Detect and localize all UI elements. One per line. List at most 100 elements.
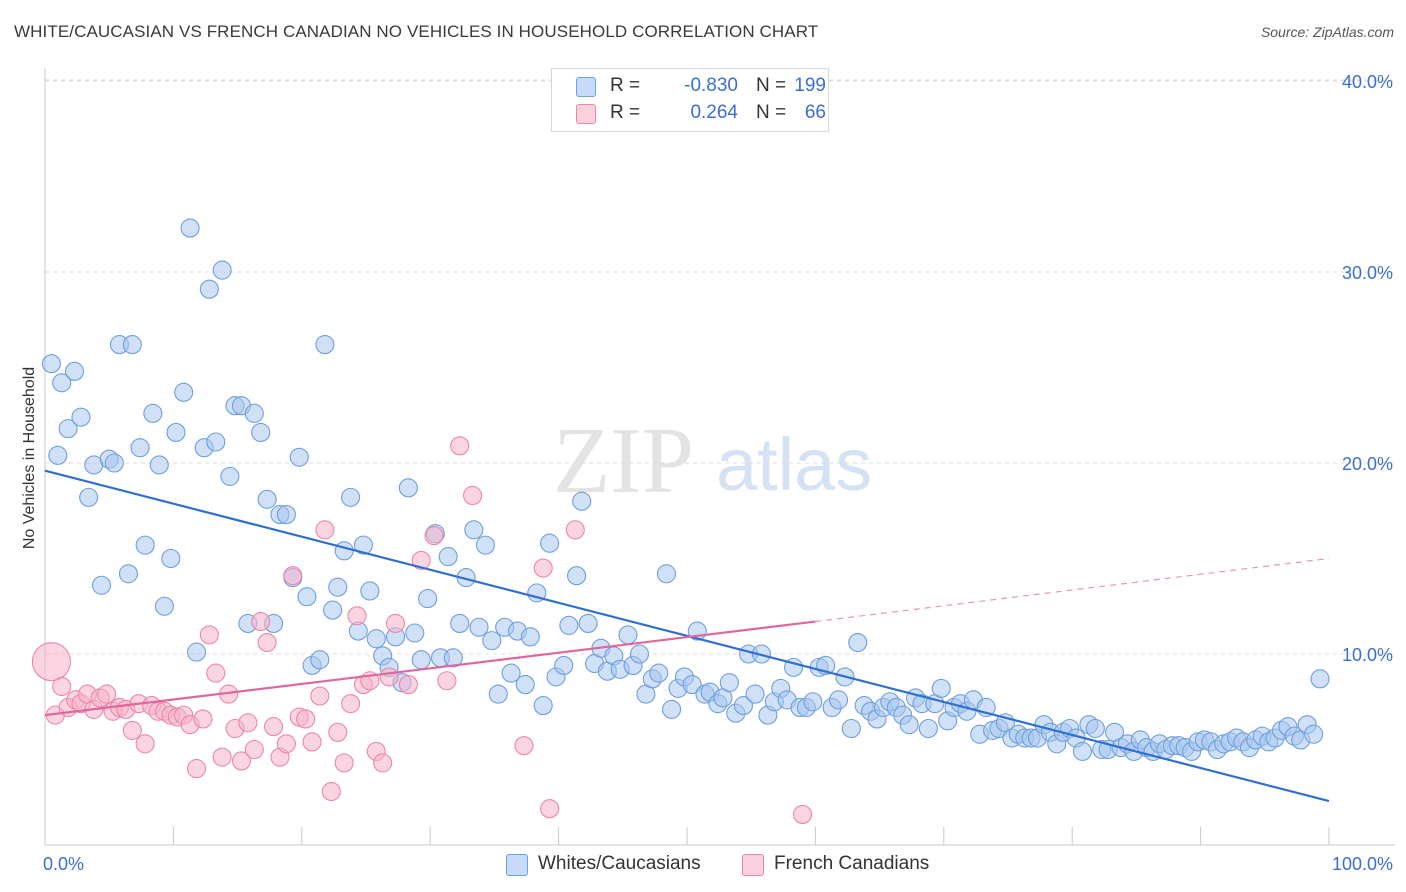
data-point [353,535,373,555]
data-point [180,218,200,238]
data-point [328,577,348,597]
data-point [276,505,296,525]
data-point [649,663,669,683]
data-point [315,335,335,355]
data-point [418,589,438,609]
data-point [289,447,309,467]
data-point [733,696,754,716]
data-point [238,713,258,733]
data-point [848,632,868,653]
series-swatch-french [742,854,764,876]
legend-r-label: R = [610,102,641,123]
y-tick-label: 40.0% [1342,72,1393,92]
data-point [135,734,155,754]
data-point [475,535,495,555]
data-point [745,684,765,704]
data-point [122,335,142,355]
data-point [97,684,117,704]
data-point [328,722,348,742]
data-point [662,699,682,719]
data-point [122,720,142,740]
data-point [567,566,587,586]
data-point [501,663,521,683]
data-point [469,617,489,637]
data-point [411,650,431,670]
trend-line-french-extension [815,557,1330,623]
data-point [572,491,592,511]
series-label-whites: Whites/Caucasians [538,853,701,874]
data-point [52,373,72,393]
y-tick-label: 30.0% [1342,263,1393,283]
data-point [360,581,380,601]
data-point [515,675,535,695]
data-point [347,606,367,626]
y-tick-label: 10.0% [1342,645,1393,665]
data-point [841,718,861,739]
data-point [161,548,181,569]
data-point [186,759,207,779]
data-point [405,623,425,643]
data-point [793,804,813,824]
data-point [341,487,361,507]
data-point [212,747,232,767]
data-point [1072,741,1093,761]
data-point [450,613,470,633]
data-point [379,667,399,687]
source-credit: Source: ZipAtlas.com [1260,24,1394,40]
data-point [918,718,938,739]
data-point [297,587,317,607]
data-point [385,613,406,633]
data-point [206,432,226,452]
data-point [31,642,71,682]
data-point [206,663,226,683]
legend-r-value-whites: -0.830 [684,75,738,96]
data-point [193,709,213,729]
data-point [310,650,330,670]
data-point [565,520,585,540]
data-point [618,625,638,645]
data-point [1304,724,1324,744]
legend-r-value-french: 0.264 [690,102,738,123]
watermark-atlas: atlas [716,423,872,506]
data-point [58,419,78,439]
data-point [450,436,470,456]
data-point [398,478,418,498]
trend-lines [44,469,1330,803]
series-label-french: French Canadians [774,853,930,874]
data-point [143,403,163,423]
series-french-points [31,436,813,824]
data-point [437,671,457,691]
tick-labels: 10.0% 20.0% 30.0% 40.0% 0.0% 100.0% [43,72,1393,874]
data-point [366,629,386,649]
legend-swatch-whites [576,77,596,97]
data-point [424,526,444,546]
data-point [257,632,277,653]
data-points [31,218,1330,824]
data-point [514,736,534,756]
data-point [554,655,574,676]
data-point [931,678,951,698]
data-point [482,631,502,651]
data-point [135,535,155,555]
x-tick-label-start: 0.0% [43,854,84,874]
legend-n-label: N = [756,75,787,96]
data-point [48,445,68,465]
data-point [411,550,431,570]
data-point [719,673,739,693]
data-point [64,361,85,381]
data-point [341,694,361,714]
data-point [321,781,341,802]
data-point [220,466,240,486]
legend-n-value-french: 66 [804,102,826,123]
data-point [186,642,207,662]
trend-line-french [44,620,816,717]
data-point [803,692,823,712]
data-point [559,615,579,635]
data-point [149,455,169,475]
data-point [199,279,219,299]
legend-r-label: R = [610,75,641,96]
data-point [398,675,418,695]
data-point [315,520,335,540]
data-point [154,596,174,616]
